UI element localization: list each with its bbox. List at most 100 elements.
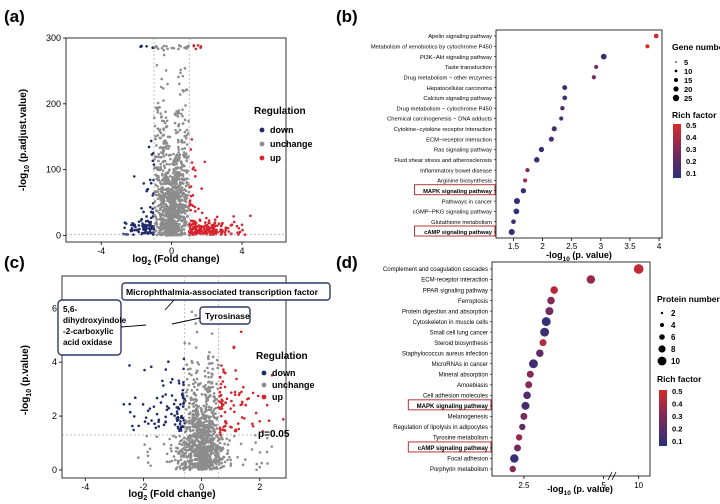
panel-c-point bbox=[185, 437, 189, 441]
panel-c-point-down bbox=[132, 428, 135, 432]
panel-c-annotation-dhica-1: 5,6- bbox=[63, 305, 77, 314]
panel-c-point bbox=[219, 382, 223, 386]
panel-a-point bbox=[183, 220, 187, 223]
panel-c-plot-frame bbox=[61, 275, 287, 479]
panel-c-point bbox=[195, 414, 198, 418]
panel-a-point bbox=[181, 122, 185, 125]
panel-a-point bbox=[162, 48, 166, 52]
panel-c-point bbox=[204, 441, 208, 444]
panel-d-point bbox=[550, 286, 558, 294]
panel-a-point bbox=[174, 128, 177, 132]
panel-c-point-up bbox=[233, 390, 237, 394]
panel-c-point bbox=[226, 449, 230, 452]
panel-c-point bbox=[216, 451, 219, 455]
panel-a-point-top bbox=[196, 44, 200, 47]
panel-a-point bbox=[173, 229, 177, 233]
panel-c-point-down bbox=[182, 419, 186, 422]
panel-a-point bbox=[166, 82, 169, 86]
panel-a-point-up bbox=[194, 223, 197, 226]
panel-c-point bbox=[208, 419, 211, 422]
panel-a-point-up bbox=[232, 220, 236, 224]
panel-c-point bbox=[229, 462, 233, 465]
panel-b-axes: 1.5 2 2.5 3 3.5 4 bbox=[494, 35, 662, 251]
panel-c-point bbox=[184, 464, 187, 468]
panel-c-point-down bbox=[122, 402, 126, 406]
panel-c-point-low bbox=[232, 434, 236, 438]
panel-d-xtick-label: 2.5 bbox=[518, 481, 530, 490]
panel-c-point bbox=[188, 372, 191, 375]
panel-a-point-up bbox=[204, 221, 207, 224]
panel-c-point-down bbox=[170, 377, 174, 381]
panel-b-xtick-label: 4 bbox=[657, 242, 662, 251]
panel-c-point bbox=[211, 385, 215, 389]
panel-a-point-up bbox=[238, 230, 242, 234]
panel-c-point-up bbox=[224, 401, 227, 404]
panel-c-point-low bbox=[146, 450, 149, 454]
panel-c-point bbox=[193, 465, 197, 469]
panel-a-point-up bbox=[216, 224, 219, 227]
panel-c-point bbox=[204, 458, 208, 462]
panel-a-point-top bbox=[170, 46, 174, 50]
panel-a-point-up bbox=[199, 227, 203, 231]
panel-c-point bbox=[189, 367, 192, 371]
panel-c-point bbox=[165, 460, 169, 464]
panel-b-category-label: MAPK signaling pathway bbox=[423, 189, 493, 195]
panel-d-category-label: Regulation of lipolysis in adipocytes bbox=[393, 425, 488, 431]
panel-c-point bbox=[196, 384, 200, 387]
panel-c-point bbox=[212, 409, 215, 413]
panel-d-size-legend-dot bbox=[659, 334, 665, 340]
panel-a-point bbox=[172, 212, 176, 215]
panel-c-point bbox=[202, 404, 206, 408]
panel-b-xtick-label: 1.5 bbox=[508, 242, 520, 251]
panel-a-point bbox=[176, 174, 179, 178]
panel-c-point bbox=[216, 439, 220, 443]
panel-a-point bbox=[183, 212, 187, 215]
panel-d-colorbar-label: 0.3 bbox=[672, 412, 682, 421]
panel-a-point bbox=[184, 88, 188, 92]
panel-b-colorbar-label: 0.1 bbox=[686, 169, 696, 178]
panel-c-point bbox=[219, 466, 222, 470]
panel-c-point bbox=[215, 358, 219, 362]
panel-c-point-low bbox=[253, 433, 257, 437]
panel-a-point bbox=[162, 87, 165, 90]
panel-b-point bbox=[560, 105, 565, 111]
panel-d-point bbox=[521, 401, 530, 410]
panel-a-point bbox=[174, 215, 178, 218]
panel-c-point bbox=[199, 421, 203, 424]
panel-c-point bbox=[207, 375, 210, 379]
panel-c-point-up bbox=[222, 403, 225, 406]
panel-a-ytick-label: 100 bbox=[46, 165, 61, 175]
panel-a-point bbox=[176, 209, 179, 212]
panel-d-category-label: ECM-receptor interaction bbox=[421, 278, 488, 284]
panel-a-point bbox=[159, 203, 163, 207]
panel-c-point bbox=[188, 412, 192, 416]
panel-c-point-down bbox=[180, 414, 183, 418]
panel-a-point bbox=[159, 232, 162, 235]
panel-c-point bbox=[204, 409, 208, 413]
panel-a-point bbox=[160, 119, 164, 123]
panel-b-enrichment: Apelin signaling pathway Metabolism of xe… bbox=[371, 29, 720, 263]
panel-c-point-down bbox=[128, 402, 131, 406]
panel-a-point bbox=[166, 199, 169, 203]
panel-a-point bbox=[164, 178, 167, 181]
panel-d-point bbox=[510, 454, 519, 463]
panel-c-annotation-box-tyr bbox=[199, 306, 251, 325]
panel-a-point bbox=[181, 88, 184, 92]
panel-a-point bbox=[181, 203, 185, 206]
panel-d-colorbar-label: 0.4 bbox=[672, 400, 683, 409]
panel-a-point-up bbox=[205, 228, 209, 232]
panel-a-point bbox=[182, 192, 186, 196]
panel-a-point bbox=[162, 155, 166, 158]
panel-c-point bbox=[204, 456, 207, 460]
panel-c-point bbox=[207, 362, 211, 365]
panel-a-point bbox=[176, 226, 179, 229]
panel-a-point bbox=[165, 147, 168, 150]
panel-d-colorbar-label: 0.2 bbox=[672, 425, 682, 434]
panel-a-point bbox=[176, 154, 180, 158]
panel-c-point bbox=[190, 446, 194, 450]
panel-a-point bbox=[181, 74, 185, 78]
panel-a-point bbox=[177, 186, 180, 189]
panel-a-point-up bbox=[220, 231, 224, 234]
panel-a-point bbox=[177, 109, 181, 112]
panel-c-annotation-dhica-4: acid oxidase bbox=[63, 338, 113, 347]
